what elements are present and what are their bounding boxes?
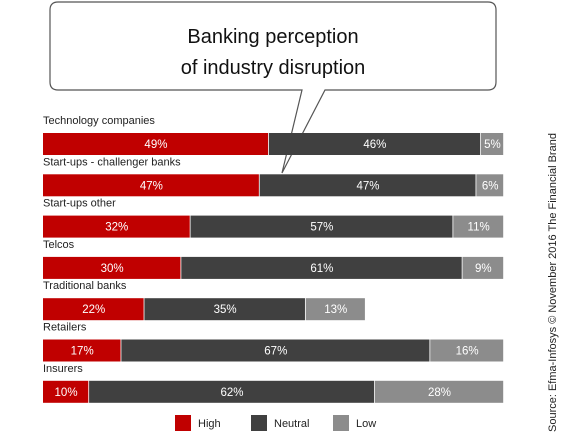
bar-neutral-retailers bbox=[121, 339, 430, 362]
data-label-low-insurers: 28% bbox=[428, 387, 451, 399]
bar-high-start-ups-other bbox=[43, 215, 190, 238]
data-label-high-telcos: 30% bbox=[101, 263, 124, 275]
bar-neutral-telcos bbox=[181, 256, 462, 279]
legend-swatch-high bbox=[175, 415, 191, 431]
category-label-start-ups-other: Start-ups other bbox=[43, 198, 116, 210]
data-label-neutral-start-ups-challenger-banks: 47% bbox=[356, 180, 379, 192]
chart-title-line-1: Banking perception bbox=[187, 26, 358, 48]
bar-high-retailers bbox=[43, 339, 121, 362]
speech-bubble-shape bbox=[49, 1, 497, 174]
data-label-low-retailers: 16% bbox=[456, 346, 479, 358]
bar-low-technology-companies bbox=[480, 133, 504, 155]
bar-low-traditional-banks bbox=[305, 298, 365, 321]
data-label-neutral-traditional-banks: 35% bbox=[214, 304, 237, 316]
data-label-high-technology-companies: 49% bbox=[144, 139, 167, 151]
data-label-low-start-ups-challenger-banks: 6% bbox=[482, 180, 499, 192]
bar-high-telcos bbox=[43, 256, 181, 279]
data-label-low-telcos: 9% bbox=[475, 263, 492, 275]
chart-title-line-2: of industry disruption bbox=[181, 57, 366, 79]
legend-label-high: High bbox=[198, 418, 221, 430]
bar-neutral-start-ups-other bbox=[190, 215, 453, 238]
data-label-high-start-ups-other: 32% bbox=[105, 222, 128, 234]
data-label-neutral-technology-companies: 46% bbox=[363, 139, 386, 151]
bar-neutral-insurers bbox=[89, 380, 375, 403]
bar-high-insurers bbox=[43, 380, 89, 403]
category-label-telcos: Telcos bbox=[43, 239, 75, 251]
source-note: Source: Efma-Infosys © November 2016 The… bbox=[547, 133, 559, 432]
bar-low-insurers bbox=[374, 380, 504, 403]
legend-swatch-low bbox=[333, 415, 349, 431]
category-label-insurers: Insurers bbox=[43, 363, 83, 375]
bar-neutral-start-ups-challenger-banks bbox=[259, 174, 476, 197]
data-label-high-start-ups-challenger-banks: 47% bbox=[140, 180, 163, 192]
legend: High Neutral Low bbox=[175, 415, 376, 431]
data-label-low-traditional-banks: 13% bbox=[324, 304, 347, 316]
bar-neutral-technology-companies bbox=[268, 133, 481, 155]
title-callout: Banking perception of industry disruptio… bbox=[49, 1, 497, 174]
data-label-low-technology-companies: 5% bbox=[484, 139, 501, 151]
bar-low-telcos bbox=[462, 256, 504, 279]
data-label-neutral-retailers: 67% bbox=[264, 346, 287, 358]
legend-label-neutral: Neutral bbox=[274, 418, 309, 430]
data-label-high-traditional-banks: 22% bbox=[82, 304, 105, 316]
bar-neutral-traditional-banks bbox=[144, 298, 305, 321]
category-label-traditional-banks: Traditional banks bbox=[43, 280, 127, 292]
data-label-low-start-ups-other: 11% bbox=[468, 222, 490, 234]
category-label-technology-companies: Technology companies bbox=[43, 115, 155, 127]
data-label-high-retailers: 17% bbox=[71, 346, 94, 358]
legend-label-low: Low bbox=[356, 418, 376, 430]
category-label-retailers: Retailers bbox=[43, 322, 87, 334]
bar-low-start-ups-other bbox=[453, 215, 504, 238]
bars: Technology companies 49% 46% 5% Start-ups - … bbox=[43, 115, 504, 403]
data-label-neutral-insurers: 62% bbox=[220, 387, 243, 399]
bar-high-technology-companies bbox=[43, 133, 269, 155]
category-label-start-ups-challenger-banks: Start-ups - challenger banks bbox=[43, 156, 181, 168]
legend-swatch-neutral bbox=[251, 415, 267, 431]
bar-low-retailers bbox=[430, 339, 504, 362]
data-label-neutral-start-ups-other: 57% bbox=[310, 222, 333, 234]
bar-high-traditional-banks bbox=[43, 298, 144, 321]
data-label-high-insurers: 10% bbox=[55, 387, 78, 399]
bar-low-start-ups-challenger-banks bbox=[476, 174, 504, 197]
bar-high-start-ups-challenger-banks bbox=[43, 174, 259, 197]
data-label-neutral-telcos: 61% bbox=[310, 263, 333, 275]
